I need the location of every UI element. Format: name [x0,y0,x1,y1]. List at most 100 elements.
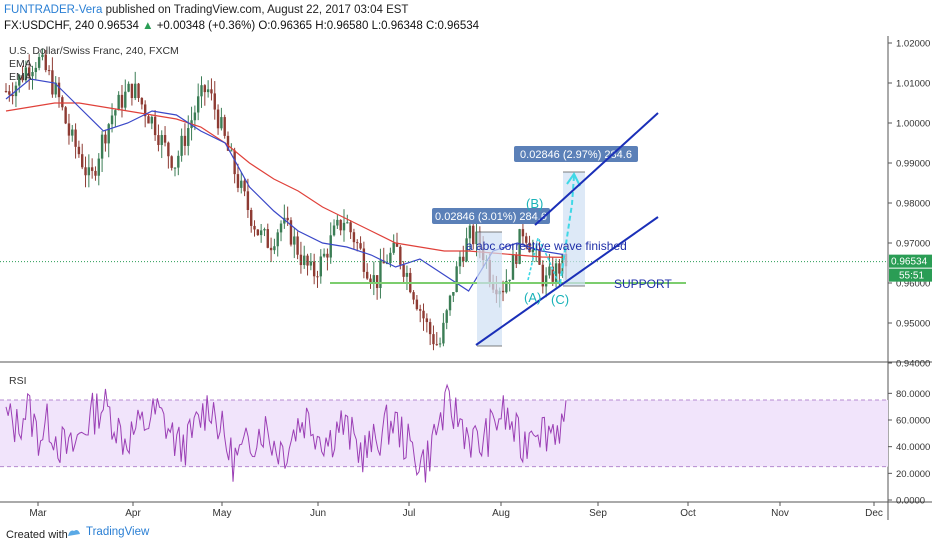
time-tick-label: Apr [125,508,141,519]
channel-upper-line[interactable] [534,112,659,226]
candle-body [425,318,429,323]
candle-body [465,238,468,262]
candle-body [329,235,332,258]
last-price: 0.96534 [97,20,139,32]
measure-range-1[interactable] [477,232,502,346]
wave-c-label: (C) [551,292,569,307]
projection-arrow-line [559,175,575,285]
candle-body [336,219,339,226]
author-link[interactable]: FUNTRADER-Vera [4,4,103,16]
time-tick-label: Aug [492,508,510,519]
candle-body [114,110,117,116]
candle-body [210,89,213,94]
price-axis[interactable]: 1.02000 1.01000 1.00000 0.99000 0.98000 0.970… [888,39,930,370]
candle-body [269,247,273,251]
measure-label-1: 0.02846 (3.01%) 284.6 [435,211,547,223]
candle-body [452,291,455,296]
candle-body [87,167,91,176]
candle-body [107,124,110,144]
candle-body [395,242,399,247]
candle-body [104,134,107,144]
candle-body [31,72,34,77]
time-tick-label: Nov [771,508,789,519]
candle-body [117,94,120,111]
price-tick-label: 1.00000 [896,119,930,130]
channel-lower-line[interactable] [475,216,659,346]
wave-b-label: (B) [526,196,543,211]
candle-body [511,254,515,280]
candle-body [77,146,81,155]
footer: Created with TradingView [0,520,932,550]
candle-body [21,75,24,81]
candle-body [468,225,472,239]
support-label: SUPPORT [614,277,672,291]
price-tick-label: 0.98000 [896,199,930,210]
candle-body [246,191,250,211]
candle-body [54,82,57,95]
low-value: L:0.96348 [371,20,423,32]
candle-body [94,170,97,176]
measure-label-1-box [432,208,550,224]
candle-body [180,135,183,156]
candle-body [362,248,366,272]
publish-text: published on TradingView.com, August 22,… [102,4,409,16]
candle-body [303,255,306,266]
change-value: +0.00348 (+0.36%) [156,20,256,32]
candle-body [319,256,322,277]
candle-body [137,83,140,99]
candle-body [432,334,435,345]
candle-body [316,276,319,278]
candle-body [44,54,47,71]
created-with-text: Created with [6,529,68,541]
time-tick-label: Sep [589,508,607,519]
candle-body [475,231,478,245]
candle-body [140,98,144,105]
candle-body [4,91,8,92]
rsi-tick-label: 60.0000 [896,416,930,427]
candle-body [385,263,389,265]
legend-ema-1: EMA [9,58,32,70]
candle-body [435,344,438,346]
candle-body [558,263,561,274]
candle-body [90,167,94,171]
candle-body [27,67,31,77]
tradingview-logo-icon [68,530,80,536]
candle-body [170,156,173,168]
candle-body [157,135,160,146]
legend-ema-2: EMA [9,71,32,83]
candle-body [130,83,134,99]
candle-body [250,210,253,226]
price-tick-label: 1.01000 [896,79,930,90]
candle-body [531,249,535,253]
candle-body [551,266,554,282]
candle-body [18,75,21,86]
candle-body [100,134,104,159]
candle-body [306,255,309,266]
candle-body [369,278,372,283]
price-pane[interactable] [0,36,888,362]
time-tick-label: Mar [29,508,47,519]
candle-body [266,229,269,248]
candle-body [223,117,226,136]
close-value: C:0.96534 [425,20,480,32]
symbol-label: FX:USDCHF, 240 [4,20,95,32]
candle-body [253,225,256,230]
rsi-axis[interactable]: 80.0000 60.0000 40.0000 20.0000 0.0000 [888,389,930,507]
candle-body [8,91,11,95]
candle-body [438,343,442,345]
candle-body [279,223,283,233]
chart-canvas[interactable]: SUPPORT 0.02846 (3.01%) 284.6 0.02846 (2… [0,36,932,520]
quote-line: FX:USDCHF, 240 0.96534 ▲ +0.00348 (+0.36… [4,20,479,32]
change-up-icon: ▲ [142,20,154,32]
measure-range-2[interactable] [563,172,585,286]
candle-body [236,174,240,188]
candle-body [505,280,508,293]
candle-body [203,85,207,93]
time-axis[interactable]: Mar Apr May Jun Jul Aug Sep Oct Nov Dec [29,502,883,519]
candle-body [548,266,551,276]
last-price-badge-text: 0.96534 [891,257,928,268]
countdown-badge [889,268,932,282]
candle-body [240,180,243,188]
tradingview-brand[interactable]: TradingView [66,526,149,538]
candle-body [41,54,44,58]
